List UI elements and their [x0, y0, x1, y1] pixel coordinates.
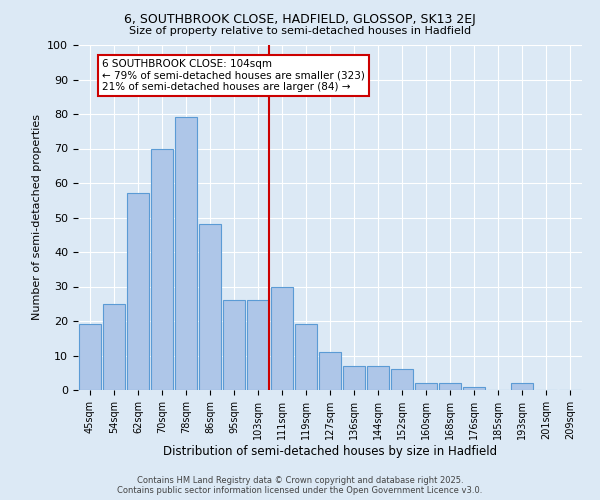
Bar [79, 324, 101, 390]
Bar [367, 366, 389, 390]
Bar [127, 194, 149, 390]
Bar [247, 300, 269, 390]
Text: 6, SOUTHBROOK CLOSE, HADFIELD, GLOSSOP, SK13 2EJ: 6, SOUTHBROOK CLOSE, HADFIELD, GLOSSOP, … [124, 12, 476, 26]
Text: Contains HM Land Registry data © Crown copyright and database right 2025.
Contai: Contains HM Land Registry data © Crown c… [118, 476, 482, 495]
Text: 6 SOUTHBROOK CLOSE: 104sqm
← 79% of semi-detached houses are smaller (323)
21% o: 6 SOUTHBROOK CLOSE: 104sqm ← 79% of semi… [102, 59, 365, 92]
Bar [199, 224, 221, 390]
Bar [439, 383, 461, 390]
Bar [319, 352, 341, 390]
Y-axis label: Number of semi-detached properties: Number of semi-detached properties [32, 114, 42, 320]
Bar [295, 324, 317, 390]
X-axis label: Distribution of semi-detached houses by size in Hadfield: Distribution of semi-detached houses by … [163, 444, 497, 458]
Bar [103, 304, 125, 390]
Bar [175, 118, 197, 390]
Bar [463, 386, 485, 390]
Bar [343, 366, 365, 390]
Bar [151, 148, 173, 390]
Text: Size of property relative to semi-detached houses in Hadfield: Size of property relative to semi-detach… [129, 26, 471, 36]
Bar [391, 370, 413, 390]
Bar [223, 300, 245, 390]
Bar [271, 286, 293, 390]
Bar [415, 383, 437, 390]
Bar [511, 383, 533, 390]
